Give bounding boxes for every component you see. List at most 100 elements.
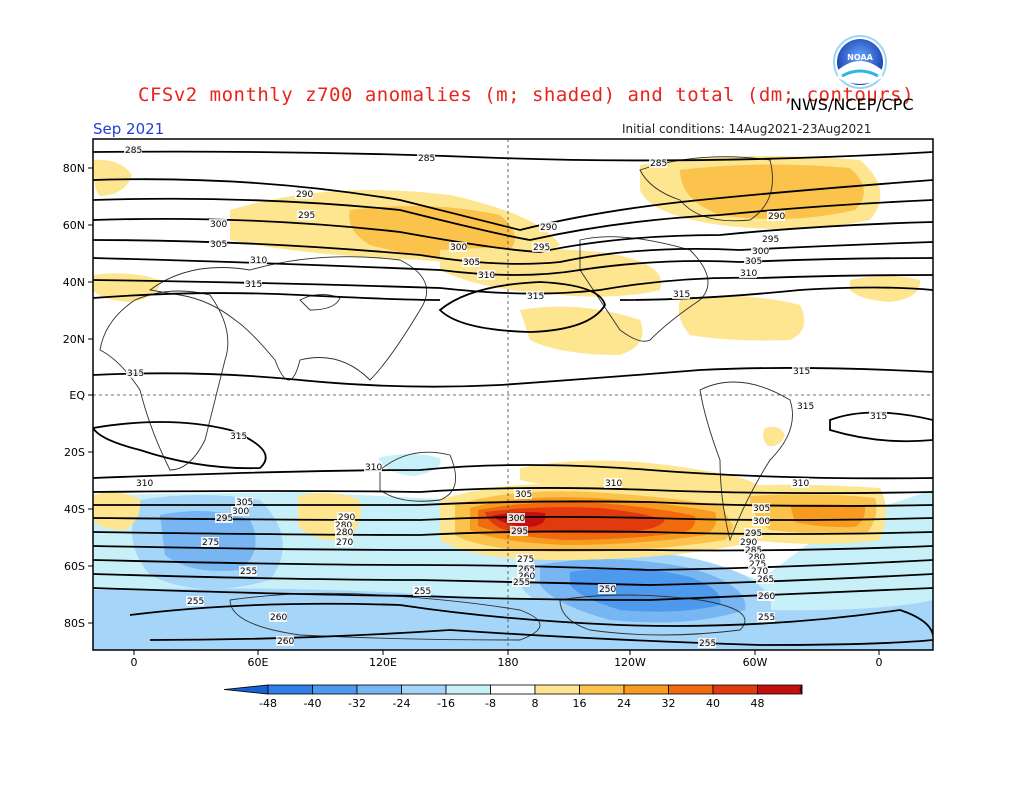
- svg-text:250: 250: [599, 585, 616, 595]
- svg-text:255: 255: [240, 567, 257, 577]
- contour-label: 310: [364, 462, 382, 473]
- svg-text:305: 305: [463, 258, 480, 268]
- latitude-axis: 80N 60N 40N 20N EQ 20S 40S 60S 80S: [63, 162, 93, 630]
- svg-text:260: 260: [270, 613, 287, 623]
- colorbar-label: -48: [259, 697, 277, 710]
- contour-label: 305: [744, 256, 762, 267]
- contour-label: 285: [744, 545, 762, 556]
- colorbar-label: -8: [485, 697, 496, 710]
- colorbar-bin: [356, 684, 402, 695]
- contour-label: 305: [209, 239, 227, 250]
- svg-text:310: 310: [740, 269, 757, 279]
- svg-text:290: 290: [296, 190, 313, 200]
- svg-text:300: 300: [752, 247, 769, 257]
- svg-text:285: 285: [745, 546, 762, 556]
- lat-label: 60S: [64, 560, 85, 573]
- svg-text:305: 305: [753, 504, 770, 514]
- lat-label: 20S: [64, 446, 85, 459]
- contour-label: 315: [526, 291, 544, 302]
- svg-text:315: 315: [127, 369, 144, 379]
- contour-label: 295: [532, 242, 550, 253]
- contour-label: 315: [796, 401, 814, 412]
- svg-text:305: 305: [515, 490, 532, 500]
- svg-text:260: 260: [277, 637, 294, 647]
- colorbar-low-arrow: [223, 684, 269, 695]
- svg-text:255: 255: [513, 578, 530, 588]
- svg-text:285: 285: [418, 154, 435, 164]
- contour-label: 265: [756, 574, 774, 585]
- contour-label: 305: [752, 503, 770, 514]
- forecast-month: Sep 2021: [93, 120, 165, 138]
- svg-text:295: 295: [745, 529, 762, 539]
- svg-text:255: 255: [699, 639, 716, 649]
- contour-label: 280: [747, 552, 765, 563]
- contour-label: 315: [792, 366, 810, 377]
- svg-text:305: 305: [210, 240, 227, 250]
- contour-label: 255: [512, 577, 530, 588]
- colorbar-bin: [267, 684, 313, 695]
- colorbar-bin: [668, 684, 714, 695]
- svg-text:295: 295: [298, 211, 315, 221]
- contour-label: 300: [231, 506, 249, 517]
- lon-label: 60W: [743, 656, 768, 669]
- svg-text:300: 300: [508, 514, 525, 524]
- svg-text:300: 300: [450, 243, 467, 253]
- svg-text:290: 290: [338, 513, 355, 523]
- svg-text:280: 280: [748, 553, 765, 563]
- contour-label: 310: [739, 268, 757, 279]
- lon-label: 60E: [248, 656, 269, 669]
- positive-anomaly-shading: [93, 156, 921, 560]
- contour-label: 295: [297, 210, 315, 221]
- contour-label: 290: [767, 211, 785, 222]
- contour-label: 315: [229, 431, 247, 442]
- contour-label: 295: [761, 234, 779, 245]
- colorbar-bin: [312, 684, 358, 695]
- contour-label: 315: [869, 411, 887, 422]
- svg-text:310: 310: [250, 256, 267, 266]
- contour-label: 260: [757, 591, 775, 602]
- svg-text:285: 285: [125, 146, 142, 156]
- lat-label: 60N: [63, 219, 85, 232]
- contour-label: 290: [539, 222, 557, 233]
- contour-label: 310: [791, 478, 809, 489]
- svg-text:315: 315: [793, 367, 810, 377]
- contour-label: 280: [334, 520, 352, 531]
- colorbar-label: 32: [662, 697, 676, 710]
- contour-label: 300: [507, 513, 525, 524]
- colorbar-bin: [445, 684, 491, 695]
- contour-label: 305: [514, 489, 532, 500]
- contour-label: 285: [649, 158, 667, 169]
- colorbar-bin: [490, 684, 536, 695]
- contour-label: 290: [337, 512, 355, 523]
- contour-label: 295: [215, 513, 233, 524]
- svg-text:270: 270: [336, 538, 353, 548]
- contour-label: 275: [516, 554, 534, 565]
- contour-label: 260: [269, 612, 287, 623]
- svg-text:295: 295: [511, 527, 528, 537]
- contour-label: 305: [462, 257, 480, 268]
- svg-text:310: 310: [605, 479, 622, 489]
- contour-label: 305: [235, 497, 253, 508]
- lat-label: EQ: [69, 389, 85, 402]
- svg-text:315: 315: [527, 292, 544, 302]
- colorbar-bin: [579, 684, 625, 695]
- svg-text:305: 305: [745, 257, 762, 267]
- contour-label: 310: [249, 255, 267, 266]
- svg-text:315: 315: [245, 280, 262, 290]
- contour-label: 255: [239, 566, 257, 577]
- lat-label: 40N: [63, 276, 85, 289]
- svg-text:295: 295: [533, 243, 550, 253]
- contour-label: 285: [417, 153, 435, 164]
- svg-text:265: 265: [518, 565, 535, 575]
- contour-label: 280: [335, 527, 353, 538]
- contour-label: 300: [752, 516, 770, 527]
- svg-text:300: 300: [753, 517, 770, 527]
- contour-label: 315: [126, 368, 144, 379]
- svg-text:315: 315: [230, 432, 247, 442]
- svg-text:265: 265: [757, 575, 774, 585]
- contour-label: 265: [517, 564, 535, 575]
- contour-label: 275: [748, 559, 766, 570]
- colorbar-bin: [757, 684, 803, 695]
